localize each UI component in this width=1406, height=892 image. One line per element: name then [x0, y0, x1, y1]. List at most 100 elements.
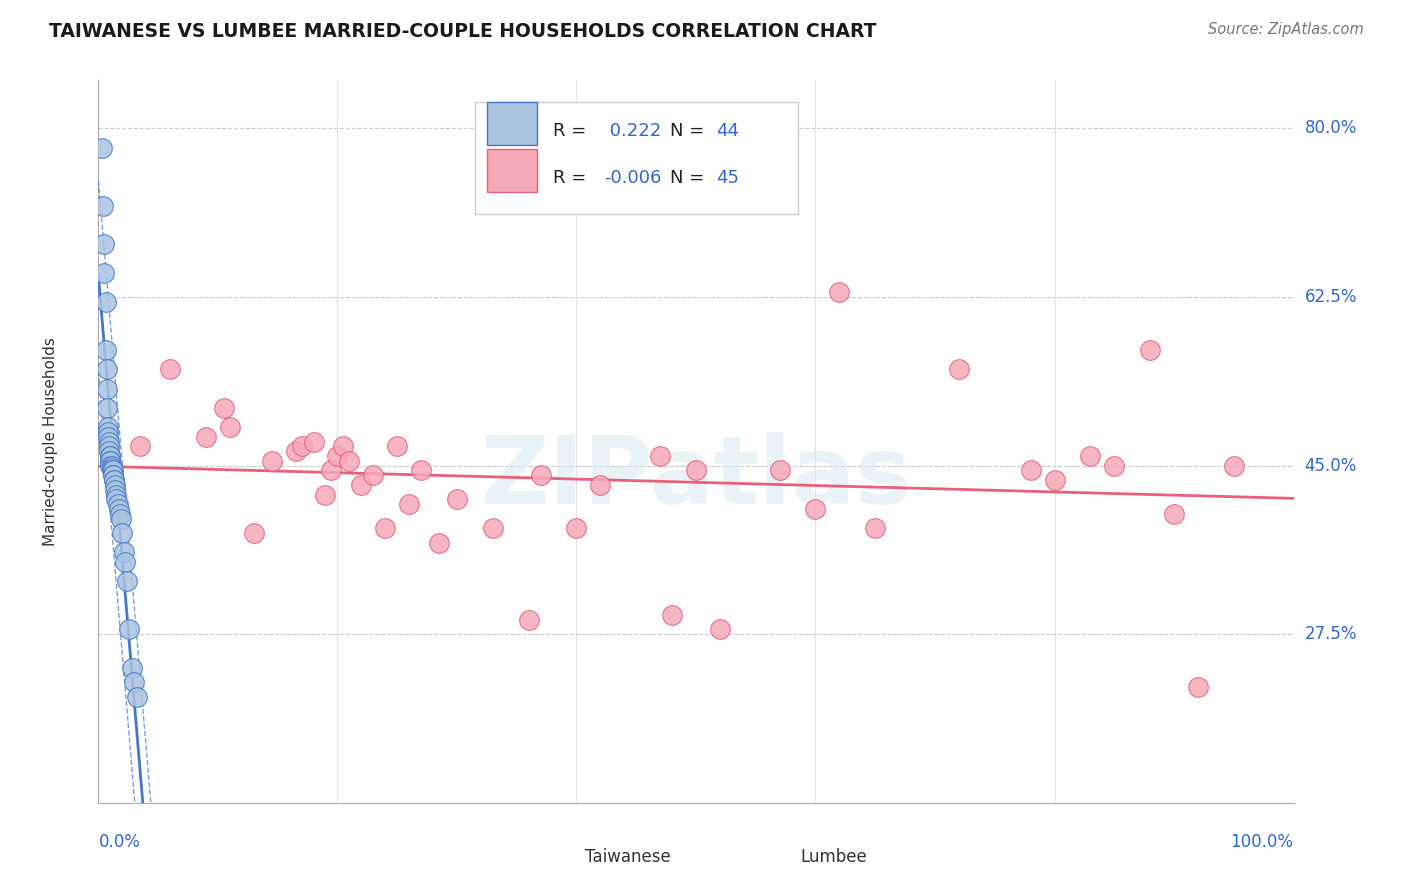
- Point: [385, 439, 409, 453]
- Point: [96, 401, 118, 415]
- Point: [98, 454, 122, 468]
- Point: [1043, 473, 1066, 487]
- Text: N =: N =: [669, 122, 704, 140]
- Point: [589, 478, 612, 492]
- Point: [339, 454, 361, 468]
- Text: 45.0%: 45.0%: [1305, 457, 1357, 475]
- Point: [219, 420, 242, 434]
- Point: [315, 487, 337, 501]
- Point: [97, 420, 120, 434]
- Bar: [486, 149, 537, 193]
- Point: [96, 382, 118, 396]
- Point: [1139, 343, 1161, 357]
- Point: [94, 343, 117, 357]
- Point: [105, 487, 128, 501]
- Point: [98, 444, 121, 458]
- Point: [374, 521, 396, 535]
- Point: [98, 439, 121, 453]
- Point: [98, 458, 122, 473]
- Text: Married-couple Households: Married-couple Households: [44, 337, 58, 546]
- Point: [97, 430, 120, 444]
- Point: [411, 463, 433, 477]
- Bar: [486, 102, 537, 145]
- Point: [110, 511, 132, 525]
- Text: 0.0%: 0.0%: [98, 833, 141, 851]
- Text: 44: 44: [716, 122, 740, 140]
- Point: [93, 266, 115, 280]
- Point: [260, 454, 283, 468]
- Text: R =: R =: [553, 122, 586, 140]
- Bar: [744, 840, 789, 875]
- Point: [101, 463, 124, 477]
- Point: [96, 362, 118, 376]
- Point: [100, 463, 122, 477]
- Point: [101, 468, 124, 483]
- Point: [98, 449, 122, 463]
- Text: -0.006: -0.006: [605, 169, 661, 186]
- Point: [650, 449, 672, 463]
- Point: [97, 425, 120, 439]
- Point: [427, 535, 450, 549]
- Text: Taiwanese: Taiwanese: [585, 848, 671, 866]
- Point: [159, 362, 181, 376]
- Point: [94, 294, 117, 309]
- Point: [769, 463, 792, 477]
- Point: [98, 454, 122, 468]
- Text: Source: ZipAtlas.com: Source: ZipAtlas.com: [1208, 22, 1364, 37]
- Point: [111, 526, 134, 541]
- Point: [326, 449, 349, 463]
- Point: [129, 439, 152, 453]
- Point: [115, 574, 138, 589]
- Point: [104, 483, 127, 497]
- Point: [709, 623, 731, 637]
- Point: [398, 497, 420, 511]
- Point: [1019, 463, 1042, 477]
- Point: [107, 502, 129, 516]
- Point: [112, 545, 135, 559]
- Point: [108, 507, 131, 521]
- Point: [100, 458, 122, 473]
- Point: [105, 492, 128, 507]
- Point: [482, 521, 505, 535]
- Point: [565, 521, 588, 535]
- Point: [865, 521, 887, 535]
- Point: [1163, 507, 1185, 521]
- Text: 100.0%: 100.0%: [1230, 833, 1294, 851]
- Point: [98, 434, 121, 449]
- Point: [107, 497, 129, 511]
- Point: [446, 492, 468, 507]
- Point: [350, 478, 373, 492]
- Point: [91, 141, 114, 155]
- Point: [291, 439, 314, 453]
- Point: [1187, 680, 1209, 694]
- Point: [685, 463, 707, 477]
- Text: 62.5%: 62.5%: [1305, 288, 1357, 306]
- Point: [332, 439, 354, 453]
- Text: N =: N =: [669, 169, 704, 186]
- Point: [98, 449, 122, 463]
- Point: [104, 478, 127, 492]
- Point: [948, 362, 970, 376]
- Text: ZIPatlas: ZIPatlas: [481, 432, 911, 524]
- Text: 27.5%: 27.5%: [1305, 625, 1357, 643]
- Point: [118, 623, 141, 637]
- Point: [1223, 458, 1246, 473]
- Point: [101, 468, 124, 483]
- Point: [114, 555, 136, 569]
- Point: [284, 444, 307, 458]
- Point: [243, 526, 266, 541]
- Point: [1080, 449, 1102, 463]
- Text: 80.0%: 80.0%: [1305, 120, 1357, 137]
- Point: [804, 502, 827, 516]
- Point: [212, 401, 235, 415]
- Text: TAIWANESE VS LUMBEE MARRIED-COUPLE HOUSEHOLDS CORRELATION CHART: TAIWANESE VS LUMBEE MARRIED-COUPLE HOUSE…: [49, 22, 877, 41]
- Point: [530, 468, 553, 483]
- Point: [828, 285, 851, 300]
- Point: [121, 661, 143, 675]
- Point: [125, 690, 148, 704]
- Point: [103, 473, 125, 487]
- Point: [91, 198, 114, 212]
- Point: [302, 434, 325, 449]
- Point: [195, 430, 218, 444]
- Text: 45: 45: [716, 169, 740, 186]
